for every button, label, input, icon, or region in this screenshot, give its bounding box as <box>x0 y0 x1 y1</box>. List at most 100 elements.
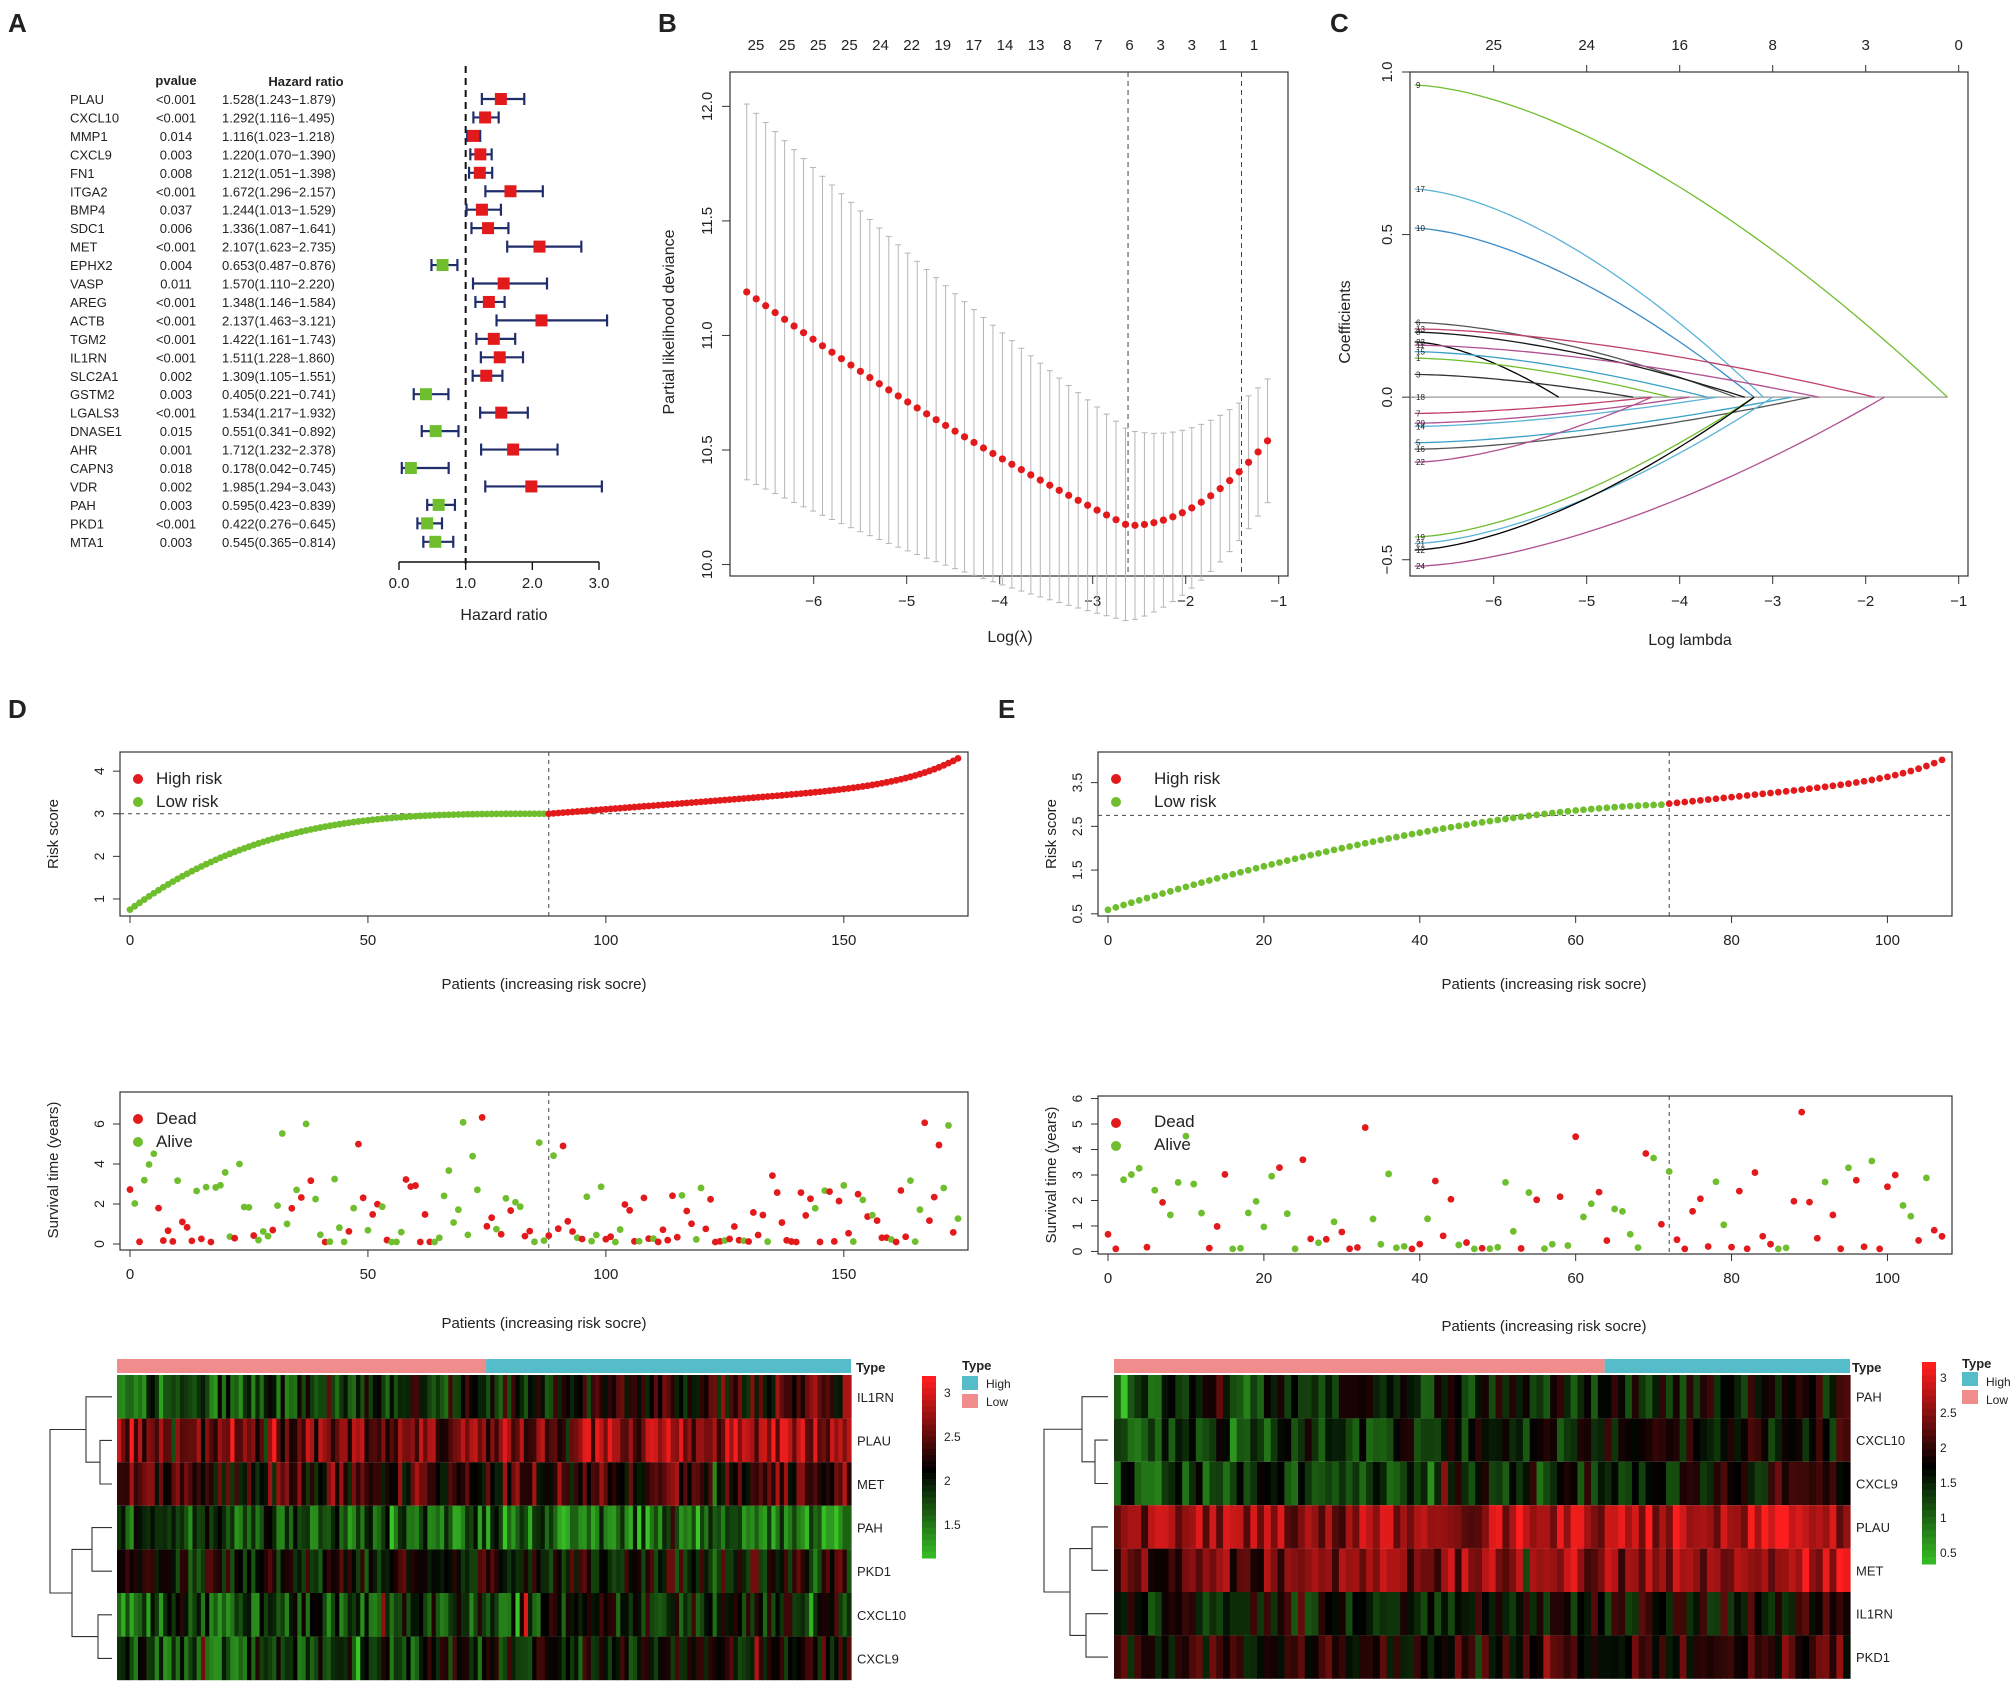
path-label: 22 <box>1416 458 1425 467</box>
heatmap-cell <box>569 1593 575 1637</box>
gene-name: ACTB <box>70 313 105 328</box>
heatmap-cell <box>729 1549 735 1593</box>
heatmap-cell <box>1543 1418 1551 1462</box>
risk-point <box>1689 797 1696 805</box>
heatmap-cell <box>834 1462 840 1506</box>
heatmap-cell <box>1666 1635 1674 1679</box>
heatmap-cell <box>523 1418 529 1463</box>
heatmap-cell <box>309 1418 315 1463</box>
heatmap-cell <box>326 1418 332 1463</box>
heatmap-cell <box>641 1593 647 1637</box>
heatmap-cell <box>305 1375 311 1419</box>
survival-point <box>136 1238 143 1246</box>
heatmap-cell <box>1120 1635 1129 1679</box>
heatmap-cell <box>192 1418 198 1463</box>
heatmap-cell <box>632 1418 638 1463</box>
heatmap-cell <box>1284 1375 1292 1419</box>
risk-point <box>1821 783 1829 791</box>
path-label: 7 <box>1416 409 1421 418</box>
color-scale-step <box>922 1521 936 1529</box>
heatmap-cell <box>515 1505 521 1550</box>
color-scale-step <box>922 1394 936 1401</box>
survival-point <box>231 1234 239 1242</box>
heatmap-cell <box>1591 1418 1599 1462</box>
heatmap-cell <box>247 1593 252 1637</box>
heatmap-cell <box>679 1549 684 1593</box>
heatmap-cell <box>1393 1461 1401 1506</box>
heatmap-cell <box>1195 1418 1204 1462</box>
heatmap-cell <box>1400 1548 1408 1592</box>
heatmap-cell <box>1563 1461 1572 1506</box>
heatmap-cell <box>507 1462 512 1506</box>
heatmap-cell <box>1120 1375 1129 1419</box>
heatmap-cell <box>431 1636 437 1681</box>
e-risk-frame <box>1097 751 1953 917</box>
heatmap-cell <box>1686 1635 1694 1679</box>
heatmap-cell <box>771 1505 777 1550</box>
gene-name: PKD1 <box>70 516 104 531</box>
heatmap-cell <box>372 1593 378 1637</box>
heatmap-cell <box>519 1636 525 1681</box>
heatmap-cell <box>200 1462 206 1506</box>
heatmap-cell <box>1747 1375 1756 1419</box>
heatmap-cell <box>368 1549 374 1593</box>
heatmap-cell <box>691 1549 697 1593</box>
heatmap-cell <box>620 1549 626 1593</box>
heatmap-cell <box>804 1418 810 1463</box>
heatmap-cell <box>351 1418 357 1463</box>
heatmap-cell <box>750 1462 756 1506</box>
heatmap-cell <box>792 1462 798 1506</box>
heatmap-cell <box>1659 1592 1667 1636</box>
heatmap-cell <box>1127 1418 1136 1462</box>
heatmap-cell <box>255 1636 261 1681</box>
heatmap-cell <box>670 1636 676 1681</box>
heatmap-cell <box>700 1636 705 1681</box>
hazard-ratio-ci: 1.712(1.232−2.378) <box>222 443 336 458</box>
survival-point <box>307 1177 315 1185</box>
heatmap-cell <box>704 1636 709 1681</box>
heatmap-cell <box>364 1593 370 1637</box>
heatmap-cell <box>234 1505 240 1550</box>
heatmap-cell <box>1263 1505 1272 1549</box>
heatmap-cell <box>1468 1548 1476 1592</box>
d-legend-dead: Dead <box>156 1109 197 1128</box>
heatmap-cell <box>1154 1505 1163 1549</box>
heatmap-cell <box>272 1636 277 1681</box>
survival-point <box>749 1209 757 1216</box>
survival-point <box>1689 1207 1696 1215</box>
heatmap-cell <box>1543 1635 1551 1679</box>
heatmap-cell <box>1318 1592 1326 1636</box>
heatmap-cell <box>804 1505 810 1550</box>
survival-point <box>1143 1243 1151 1251</box>
heatmap-cell <box>1304 1505 1313 1549</box>
heatmap-cell <box>163 1593 168 1637</box>
survival-point <box>669 1192 676 1200</box>
heatmap-cell <box>1454 1505 1463 1549</box>
heatmap-cell <box>481 1636 487 1681</box>
heatmap-cell <box>725 1375 730 1419</box>
heatmap-cell <box>830 1375 835 1419</box>
heatmap-cell <box>1700 1418 1708 1462</box>
mean-deviance-point <box>828 348 836 356</box>
heatmap-cell <box>1372 1375 1381 1419</box>
heatmap-cell <box>1148 1461 1156 1506</box>
heatmap-cell <box>1434 1505 1442 1549</box>
heatmap-cell <box>649 1462 655 1506</box>
heatmap-cell <box>1202 1548 1210 1592</box>
heatmap-cell <box>746 1505 751 1550</box>
heatmap-cell <box>733 1549 739 1593</box>
heatmap-cell <box>406 1505 412 1550</box>
heatmap-gene-label: CXCL10 <box>857 1608 906 1623</box>
heatmap-cell <box>1270 1461 1279 1506</box>
legend-high-swatch <box>1962 1372 1978 1386</box>
heatmap-cell <box>758 1636 764 1681</box>
heatmap-cell <box>511 1418 517 1463</box>
heatmap-cell <box>213 1375 219 1419</box>
heatmap-cell <box>1618 1505 1626 1549</box>
heatmap-cell <box>1154 1418 1163 1462</box>
heatmap-cell <box>712 1505 718 1550</box>
heatmap-cell <box>1482 1375 1490 1419</box>
heatmap-cell <box>737 1462 743 1506</box>
survival-point <box>1790 1197 1798 1205</box>
heatmap-cell <box>708 1462 714 1506</box>
